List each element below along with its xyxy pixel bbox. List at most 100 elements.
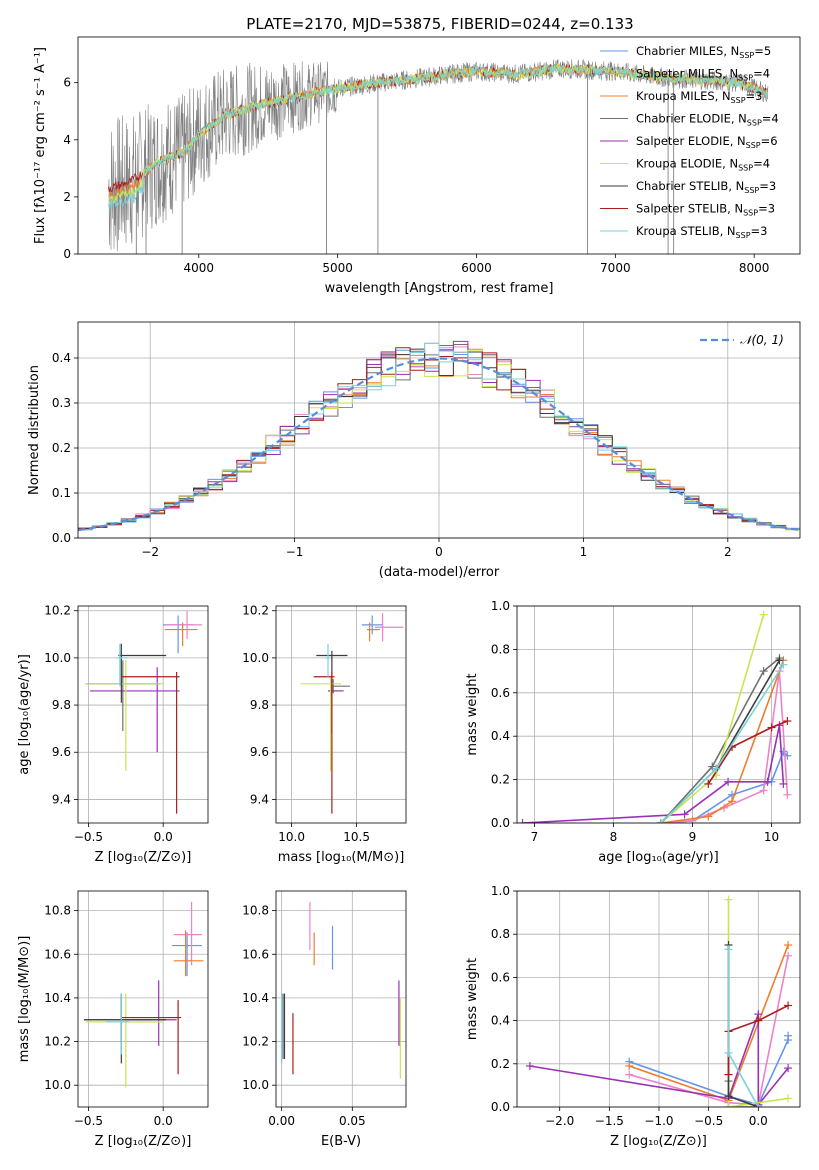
errorbar-point-salpeter-miles [166, 610, 203, 640]
errorbar-point-kroupa-stelib [325, 643, 331, 677]
errorbar-point-salpeter-elodie [125, 980, 177, 1046]
errorbar-point-kroupa-stelib [106, 993, 129, 1055]
y-tick-label: 10.6 [242, 947, 269, 961]
errorbar-point-salpeter-stelib [121, 672, 180, 814]
mass-weight-vs-age-plot-area [518, 610, 792, 823]
mass-weight-vs-age-frame [516, 605, 801, 824]
mass-vs-metallicity-x-axis-label: Z [log₁₀(Z/Z⊙)] [95, 1134, 192, 1149]
errorbar-point-chabrier-elodie [85, 660, 161, 732]
y-tick-label: 4 [63, 133, 71, 147]
y-tick-label: 10.0 [242, 1078, 269, 1092]
errorbar-point-salpeter-stelib [121, 1000, 182, 1075]
y-tick-label: 9.6 [250, 745, 269, 759]
mass-vs-extinction-plot-area [281, 901, 401, 1079]
weight-line [522, 725, 785, 823]
age-vs-metallicity-x-axis-label: Z [log₁₀(Z/Z⊙)] [95, 850, 192, 865]
age-vs-mass-x-axis-label: mass [log₁₀(M/M⊙)] [278, 850, 405, 865]
legend-entry: Salpeter ELODIE, NSSP=6 [636, 134, 778, 150]
legend-entry: Chabrier MILES, NSSP=5 [636, 44, 771, 60]
age-vs-metallicity-plot-area [85, 610, 203, 814]
mass-vs-extinction-x-axis-label: E(B-V) [321, 1134, 361, 1149]
x-tick-label: 10 [764, 830, 779, 844]
x-tick-label: 7000 [600, 261, 631, 275]
spectrum-x-axis-label: wavelength [Angstrom, rest frame] [325, 281, 554, 296]
x-tick-label: 8 [610, 830, 618, 844]
y-tick-label: 10.8 [242, 904, 269, 918]
mass-weight-vs-age-x-axis-label: age [log₁₀(age/yr)] [598, 850, 719, 865]
x-tick-label: 0.0 [154, 1114, 173, 1128]
y-tick-label: 6 [63, 76, 71, 90]
mass-weight-vs-age-panel: 7 8 9 10 0.0 0.2 0.4 0.6 0.8 1.0 age [log₁₀(age/yr… [465, 599, 801, 865]
spectrum-legend: Chabrier MILES, NSSP=5 Salpeter MILES, NS… [600, 44, 779, 240]
x-tick-label: 0.05 [339, 1114, 366, 1128]
y-tick-label: 0.2 [491, 1057, 510, 1071]
y-tick-label: 0.4 [491, 1014, 510, 1028]
legend-entry: Kroupa MILES, NSSP=3 [636, 89, 762, 105]
y-tick-label: 0.6 [491, 970, 510, 984]
errorbar-point-kroupa-elodie [85, 993, 164, 1088]
x-tick-label: 9 [689, 830, 697, 844]
weight-series-chabrier-stelib [656, 656, 784, 823]
spectrum-plot-area [108, 59, 769, 254]
x-tick-label: 0 [435, 545, 443, 559]
mass-vs-metallicity-panel: −0.5 0.0 10.0 10.2 10.4 10.6 10.8 Z [log₁₀(Z/Z⊙… [17, 890, 209, 1149]
errorbar-point-salpeter-miles [374, 613, 404, 642]
x-tick-label: −2.0 [545, 1114, 574, 1128]
x-tick-label: −1 [286, 545, 304, 559]
model-spectrum-kroupa-stelib [108, 63, 768, 210]
y-tick-label: 0.2 [52, 441, 71, 455]
spectrum-panel: 4000 5000 6000 7000 8000 0 2 4 6 wavelength [Angs… [33, 36, 801, 296]
x-tick-label: −0.5 [74, 830, 103, 844]
y-tick-label: 0.0 [491, 816, 510, 830]
mass-vs-metallicity-y-axis-label: mass [log₁₀(M/M⊙)] [17, 936, 32, 1063]
y-tick-label: 10.4 [242, 991, 269, 1005]
weight-series-chabrier-elodie [656, 654, 784, 823]
errorbar-point-salpeter-elodie [89, 667, 180, 753]
x-tick-label: 10.0 [278, 830, 305, 844]
errorbar-point-chabrier-miles [172, 932, 203, 977]
x-tick-label: 7 [531, 830, 539, 844]
y-tick-label: 0.3 [52, 396, 71, 410]
weight-series-kroupa-stelib [656, 660, 788, 823]
age-vs-mass-frame [275, 605, 407, 824]
x-tick-label: −2 [141, 545, 159, 559]
errorbar-point-chabrier-miles [361, 615, 383, 635]
y-tick-label: 2 [63, 190, 71, 204]
y-tick-label: 9.4 [52, 792, 71, 806]
x-tick-label: 0.00 [268, 1114, 295, 1128]
residual-histogram-y-axis-label: Normed distribution [27, 365, 42, 495]
x-tick-label: −1.5 [595, 1114, 624, 1128]
spectrum-y-axis-label: Flux [fλ10⁻¹⁷ erg cm⁻² s⁻¹ A⁻¹] [33, 47, 48, 244]
x-tick-label: 1 [580, 545, 588, 559]
age-vs-metallicity-y-axis-label: age [log₁₀(age/yr)] [17, 654, 32, 775]
y-tick-label: 10.2 [44, 604, 71, 618]
mass-weight-vs-age-y-axis-label: mass weight [465, 673, 480, 755]
y-tick-label: 9.4 [250, 792, 269, 806]
errorbar-point-kroupa-elodie [300, 676, 341, 772]
errorbar-point-kroupa-miles [173, 930, 204, 977]
weight-line [628, 955, 789, 1106]
x-tick-label: 5000 [322, 261, 353, 275]
weight-series-salpeter-elodie [518, 721, 788, 823]
y-tick-label: 10.0 [44, 651, 71, 665]
mass-weight-vs-metallicity-frame [516, 890, 801, 1108]
legend-entry: Salpeter STELIB, NSSP=3 [636, 202, 775, 218]
mass-vs-metallicity-plot-area [83, 901, 204, 1088]
age-vs-metallicity-panel: −0.5 0.0 9.4 9.6 9.8 10.0 10.2 Z [log₁₀(Z/Z⊙)] a… [17, 604, 209, 865]
x-tick-label: 6000 [461, 261, 492, 275]
y-tick-label: 10.8 [44, 904, 71, 918]
errorbar-point-salpeter-miles [173, 901, 203, 966]
x-tick-label: 0.0 [154, 830, 173, 844]
weight-line [660, 657, 780, 823]
mass-vs-extinction-frame [275, 890, 407, 1108]
y-tick-label: 10.0 [44, 1078, 71, 1092]
y-tick-label: 10.6 [44, 947, 71, 961]
errorbar-point-chabrier-miles [163, 615, 194, 654]
legend-entry: Kroupa STELIB, NSSP=3 [636, 224, 767, 240]
y-tick-label: 9.8 [250, 698, 269, 712]
y-tick-label: 0.4 [52, 351, 71, 365]
residual-histogram-panel: −2 −1 0 1 2 0.0 0.1 0.2 0.3 0.4 (data-model)/error… [27, 321, 801, 580]
errorbar-point-chabrier-stelib [83, 993, 167, 1064]
weight-series-kroupa-stelib [724, 945, 763, 1107]
